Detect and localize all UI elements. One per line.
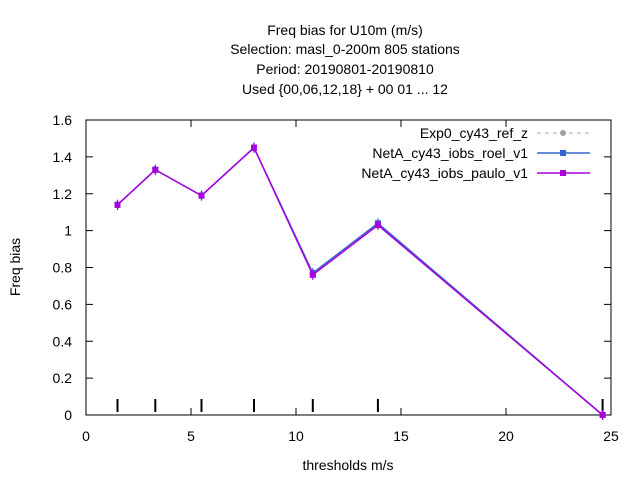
y-axis-label: Freq bias [7,238,23,296]
title-line-3: Period: 20190801-20190810 [256,61,434,77]
x-tick-label: 5 [187,428,195,444]
y-tick-label: 1.6 [53,112,73,128]
axes-layer: 0 0.2 0.4 0.6 0.8 1 1.2 1.4 1.6 0 5 10 15 20 25 [53,112,619,444]
x-tick-label: 10 [288,428,304,444]
y-tick-label: 0.2 [53,370,73,386]
x-tick-label: 0 [82,428,90,444]
y-tick-label: 0.4 [53,333,73,349]
title-line-2: Selection: masl_0-200m 805 stations [230,41,460,57]
legend-label: Exp0_cy43_ref_z [420,125,528,141]
title-line-4: Used {00,06,12,18} + 00 01 ... 12 [242,81,448,97]
y-tick-label: 1.2 [53,186,73,202]
chart-title: Freq bias for U10m (m/s) Selection: masl… [230,22,460,97]
x-tick-label: 20 [498,428,514,444]
threshold-markers [116,399,604,412]
title-line-1: Freq bias for U10m (m/s) [267,22,423,38]
x-axis-label: thresholds m/s [302,457,393,473]
x-tick-label: 25 [603,428,619,444]
series-NetA_cy43_iobs_paulo_v1 [114,142,606,420]
x-tick-label: 15 [393,428,409,444]
y-tick-label: 1 [64,223,72,239]
y-tick-label: 0 [64,407,72,423]
legend-label: NetA_cy43_iobs_roel_v1 [372,145,528,161]
series-layer [114,142,606,420]
y-tick-label: 1.4 [53,149,73,165]
legend: Exp0_cy43_ref_z NetA_cy43_iobs_roel_v1 Net… [361,125,590,181]
y-tick-label: 0.8 [53,260,73,276]
legend-label: NetA_cy43_iobs_paulo_v1 [361,165,528,181]
legend-marker [560,150,566,156]
legend-marker [560,170,566,176]
legend-marker [560,130,566,136]
y-tick-label: 0.6 [53,296,73,312]
